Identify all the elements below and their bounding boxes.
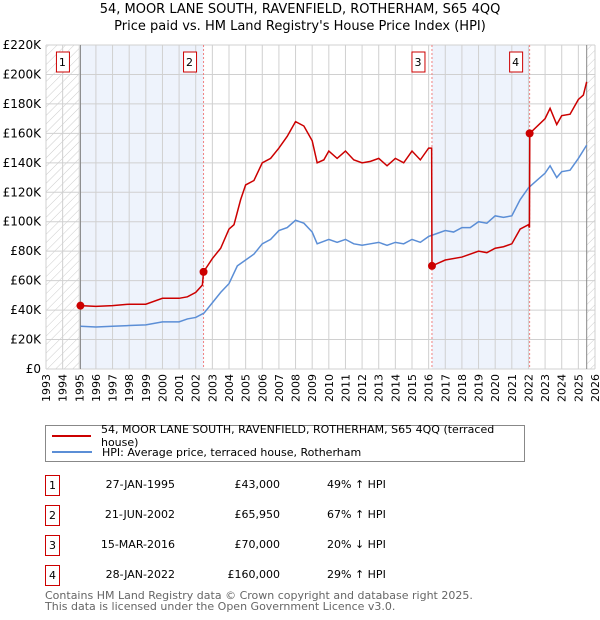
y-tick-label: £20K (10, 333, 42, 347)
y-tick-label: £180K (3, 97, 43, 111)
sale-label: 3 (414, 56, 421, 69)
legend-label: 54, MOOR LANE SOUTH, RAVENFIELD, ROTHERH… (100, 423, 495, 449)
y-tick-label: £220K (3, 38, 43, 52)
x-tick-label: 2003 (206, 374, 219, 402)
x-tick-label: 1994 (57, 374, 70, 402)
sale-row: 4 28-JAN-2022 £160,000 29% ↑ HPI (45, 565, 445, 586)
x-tick-label: 2012 (356, 374, 369, 402)
x-tick-label: 2000 (156, 374, 169, 402)
sale-hpi-change: 20% ↓ HPI (327, 538, 386, 551)
sale-hpi-change: 67% ↑ HPI (327, 508, 386, 521)
x-tick-label: 2017 (439, 374, 452, 402)
sale-label: 4 (512, 56, 519, 69)
sale-label: 1 (59, 56, 66, 69)
sale-price: £65,950 (234, 508, 281, 521)
x-tick-label: 1998 (123, 374, 136, 402)
x-tick-label: 2008 (290, 374, 303, 402)
sale-point (199, 267, 208, 276)
x-tick-label: 2018 (456, 374, 469, 402)
sale-hpi-change: 49% ↑ HPI (327, 478, 386, 491)
sale-date: 28-JAN-2022 (105, 568, 175, 581)
x-tick-label: 1995 (73, 374, 86, 402)
legend-item-hpi: HPI: Average price, terraced house, Roth… (46, 444, 361, 460)
sale-hpi-change: 29% ↑ HPI (327, 568, 386, 581)
x-tick-label: 2019 (473, 374, 486, 402)
x-tick-label: 1997 (107, 374, 120, 402)
sale-price: £43,000 (234, 478, 281, 491)
legend-swatch-red (52, 435, 91, 437)
x-tick-label: 2023 (539, 374, 552, 402)
sale-price: £70,000 (234, 538, 281, 551)
legend-label: HPI: Average price, terraced house, Roth… (102, 445, 362, 459)
x-tick-label: 2020 (489, 374, 502, 402)
x-tick-label: 2004 (223, 374, 236, 402)
sale-point (427, 261, 436, 270)
x-tick-label: 2022 (522, 374, 535, 402)
y-tick-label: £200K (3, 67, 43, 81)
sale-date: 15-MAR-2016 (100, 538, 175, 551)
hatched-region (586, 45, 595, 369)
y-tick-label: £60K (10, 274, 42, 288)
x-tick-label: 2009 (306, 374, 319, 402)
y-tick-label: £80K (10, 244, 42, 258)
x-tick-label: 2013 (373, 374, 386, 402)
x-tick-label: 2024 (556, 374, 569, 402)
sale-label: 2 (186, 56, 193, 69)
y-tick-label: £0 (26, 362, 41, 376)
sale-label-box (411, 51, 426, 73)
hpi-line (80, 144, 588, 328)
x-tick-label: 2011 (339, 374, 352, 402)
x-tick-label: 2015 (406, 374, 419, 402)
x-tick-label: 2002 (190, 374, 203, 402)
price-chart: 1993 1994 1995 1996 1997 1998 1999 2000 2001 2002… (3, 38, 600, 402)
footer-copyright: Contains HM Land Registry data © Crown c… (45, 589, 473, 602)
legend-swatch-blue (52, 451, 92, 453)
shaded-period (431, 45, 530, 369)
sale-label-box (55, 51, 70, 73)
sale-point (76, 301, 85, 310)
sale-label-box (509, 51, 524, 73)
x-tick-label: 1996 (90, 374, 103, 402)
footer-licence: This data is licensed under the Open Gov… (45, 600, 396, 613)
shaded-period (80, 45, 204, 369)
y-tick-label: £40K (10, 303, 42, 317)
x-tick-label: 2016 (423, 374, 436, 402)
x-tick-label: 1999 (140, 374, 153, 402)
x-tick-label: 2001 (173, 374, 186, 402)
sale-date: 27-JAN-1995 (105, 478, 175, 491)
sale-price: £160,000 (227, 568, 281, 581)
sale-point (525, 129, 534, 138)
sale-number-badge: 2 (45, 505, 60, 526)
x-tick-label: 2007 (273, 374, 286, 402)
x-tick-label: 2006 (256, 374, 269, 402)
sale-row: 3 15-MAR-2016 £70,000 20% ↓ HPI (45, 535, 445, 556)
hatched-region (46, 45, 81, 369)
x-tick-label: 2025 (572, 374, 585, 402)
x-tick-label: 1993 (40, 374, 53, 402)
sale-number-badge: 1 (45, 475, 60, 496)
x-tick-label: 2026 (589, 374, 600, 402)
x-tick-label: 2014 (389, 374, 402, 402)
y-tick-label: £140K (3, 156, 43, 170)
y-tick-label: £120K (3, 185, 43, 199)
chart-subtitle: Price paid vs. HM Land Registry's House … (114, 19, 486, 34)
legend-item-property: 54, MOOR LANE SOUTH, RAVENFIELD, ROTHERH… (46, 423, 524, 449)
sale-number-badge: 4 (45, 565, 60, 586)
sale-date: 21-JUN-2002 (104, 508, 175, 521)
chart-title: 54, MOOR LANE SOUTH, RAVENFIELD, ROTHERH… (99, 2, 501, 17)
sale-number-badge: 3 (45, 535, 60, 556)
y-tick-label: £160K (3, 126, 43, 140)
x-tick-label: 2005 (240, 374, 253, 402)
y-tick-label: £100K (3, 215, 43, 229)
sale-row: 2 21-JUN-2002 £65,950 67% ↑ HPI (45, 505, 445, 526)
x-tick-label: 2010 (323, 374, 336, 402)
x-tick-label: 2021 (506, 374, 519, 402)
sale-label-box (183, 51, 198, 73)
chart-legend: 54, MOOR LANE SOUTH, RAVENFIELD, ROTHERH… (45, 423, 525, 462)
sale-row: 1 27-JAN-1995 £43,000 49% ↑ HPI (45, 475, 445, 496)
